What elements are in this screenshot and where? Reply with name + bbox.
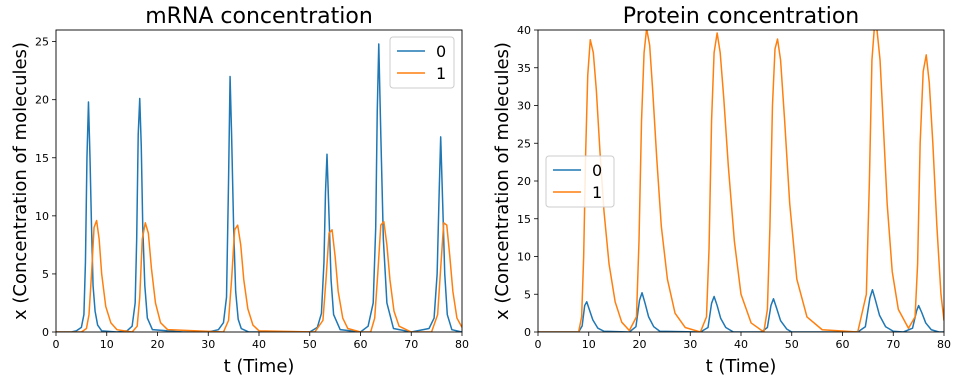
- y-tick-label: 25: [517, 137, 531, 150]
- x-tick-label: 50: [303, 338, 317, 351]
- x-tick-label: 40: [252, 338, 266, 351]
- legend-label: 1: [592, 183, 602, 202]
- y-tick-label: 5: [42, 268, 49, 281]
- series-line-0: [56, 43, 462, 332]
- legend-label: 0: [592, 161, 602, 180]
- x-tick-label: 50: [785, 338, 799, 351]
- series-line-1: [538, 30, 944, 332]
- legend: 01: [545, 155, 615, 208]
- legend-box: [389, 36, 455, 89]
- y-tick-label: 35: [517, 62, 531, 75]
- x-tick-label: 60: [354, 338, 368, 351]
- legend: 01: [389, 36, 455, 89]
- x-tick-label: 0: [53, 338, 60, 351]
- y-tick-label: 0: [524, 326, 531, 339]
- x-tick-label: 70: [404, 338, 418, 351]
- y-tick-label: 10: [35, 210, 49, 223]
- y-tick-label: 40: [517, 24, 531, 37]
- x-tick-label: 20: [633, 338, 647, 351]
- x-tick-label: 80: [455, 338, 469, 351]
- x-tick-label: 20: [151, 338, 165, 351]
- legend-label: 0: [436, 42, 446, 61]
- y-tick-label: 30: [517, 100, 531, 113]
- x-tick-label: 70: [886, 338, 900, 351]
- x-axis-label: t (Time): [706, 356, 777, 377]
- x-tick-label: 30: [683, 338, 697, 351]
- y-tick-label: 20: [517, 175, 531, 188]
- chart-title: mRNA concentration: [145, 4, 373, 29]
- series-line-1: [56, 219, 462, 332]
- y-tick-label: 25: [35, 36, 49, 49]
- x-tick-label: 40: [734, 338, 748, 351]
- y-tick-label: 5: [524, 288, 531, 301]
- x-tick-label: 10: [100, 338, 114, 351]
- y-tick-label: 10: [517, 251, 531, 264]
- x-tick-label: 60: [836, 338, 850, 351]
- legend-label: 1: [436, 64, 446, 83]
- y-tick-label: 15: [517, 213, 531, 226]
- chart-title: Protein concentration: [623, 4, 859, 29]
- x-tick-label: 30: [201, 338, 215, 351]
- x-tick-label: 0: [535, 338, 542, 351]
- x-tick-label: 80: [937, 338, 951, 351]
- y-tick-label: 0: [42, 326, 49, 339]
- x-tick-label: 10: [582, 338, 596, 351]
- y-axis-label: x (Concentration of molecules): [10, 42, 31, 320]
- x-axis-label: t (Time): [224, 356, 295, 377]
- y-tick-label: 20: [35, 94, 49, 107]
- y-tick-label: 15: [35, 152, 49, 165]
- y-axis-label: x (Concentration of molecules): [492, 42, 513, 320]
- legend-box: [545, 155, 615, 208]
